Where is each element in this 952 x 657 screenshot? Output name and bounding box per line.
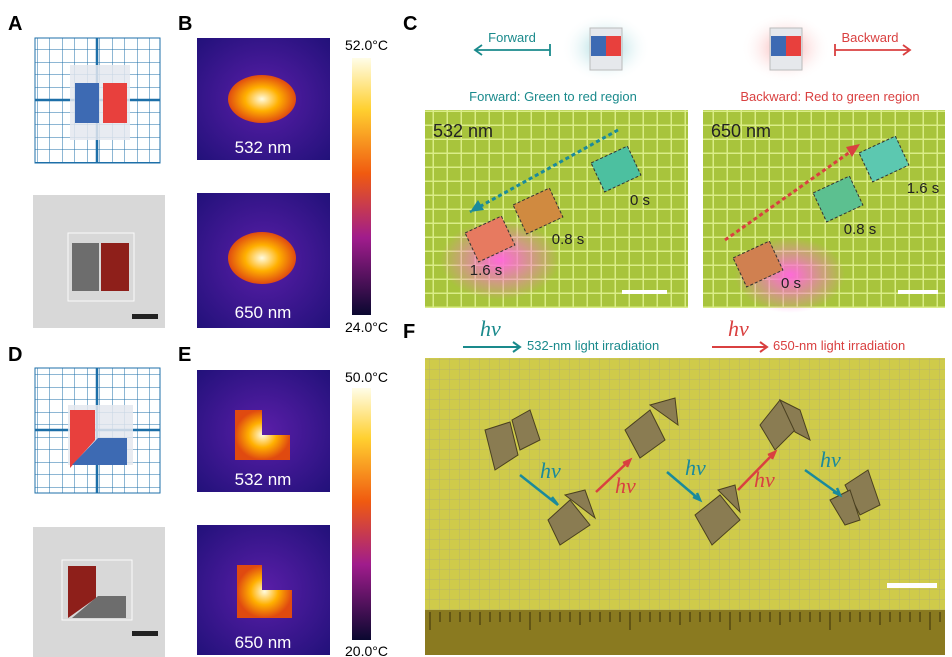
- panel-label: D: [8, 344, 22, 366]
- time-label: 0.8 s: [552, 231, 585, 248]
- wavelength: 650 nm: [235, 633, 292, 652]
- panel-title: Forward: Green to red region: [469, 89, 637, 104]
- time-label: 0.8 s: [844, 221, 877, 238]
- direction-label: Forward: [488, 30, 536, 45]
- colorbar: [352, 388, 371, 640]
- wavelength: 650 nm: [235, 303, 292, 322]
- wavelength: 532 nm: [235, 470, 292, 489]
- wavelength: 532 nm: [433, 121, 493, 141]
- panel-label: A: [8, 13, 22, 35]
- wavelength: 532 nm: [235, 138, 292, 157]
- arrow-label: hν: [615, 473, 636, 498]
- time-label: 1.6 s: [470, 262, 503, 279]
- time-label: 1.6 s: [907, 180, 940, 197]
- panel-label: F: [403, 321, 415, 343]
- arrow-label: hν: [820, 447, 841, 472]
- colorbar-max: 50.0°C: [345, 369, 388, 385]
- legend-text: 650-nm light irradiation: [773, 338, 905, 353]
- colorbar-min: 20.0°C: [345, 643, 388, 657]
- arrow-label: hν: [685, 455, 706, 480]
- colorbar-max: 52.0°C: [345, 37, 388, 53]
- arrow-label: hν: [754, 467, 775, 492]
- colorbar: [352, 58, 371, 315]
- time-label: 0 s: [630, 192, 650, 209]
- panel-label: E: [178, 344, 191, 366]
- colorbar-min: 24.0°C: [345, 319, 388, 335]
- legend-symbol: hν: [480, 316, 501, 341]
- panel-label: C: [403, 13, 417, 35]
- panel-title: Backward: Red to green region: [740, 89, 919, 104]
- panel-label: B: [178, 13, 192, 35]
- direction-label: Backward: [841, 30, 898, 45]
- arrow-label: hν: [540, 458, 561, 483]
- time-label: 0 s: [781, 275, 801, 292]
- wavelength: 650 nm: [711, 121, 771, 141]
- photo: [33, 527, 165, 657]
- legend-text: 532-nm light irradiation: [527, 338, 659, 353]
- legend-symbol: hν: [728, 316, 749, 341]
- figure: A B 532 nm 650 nm 52.0°C 24.0°C C Forwar…: [0, 0, 952, 657]
